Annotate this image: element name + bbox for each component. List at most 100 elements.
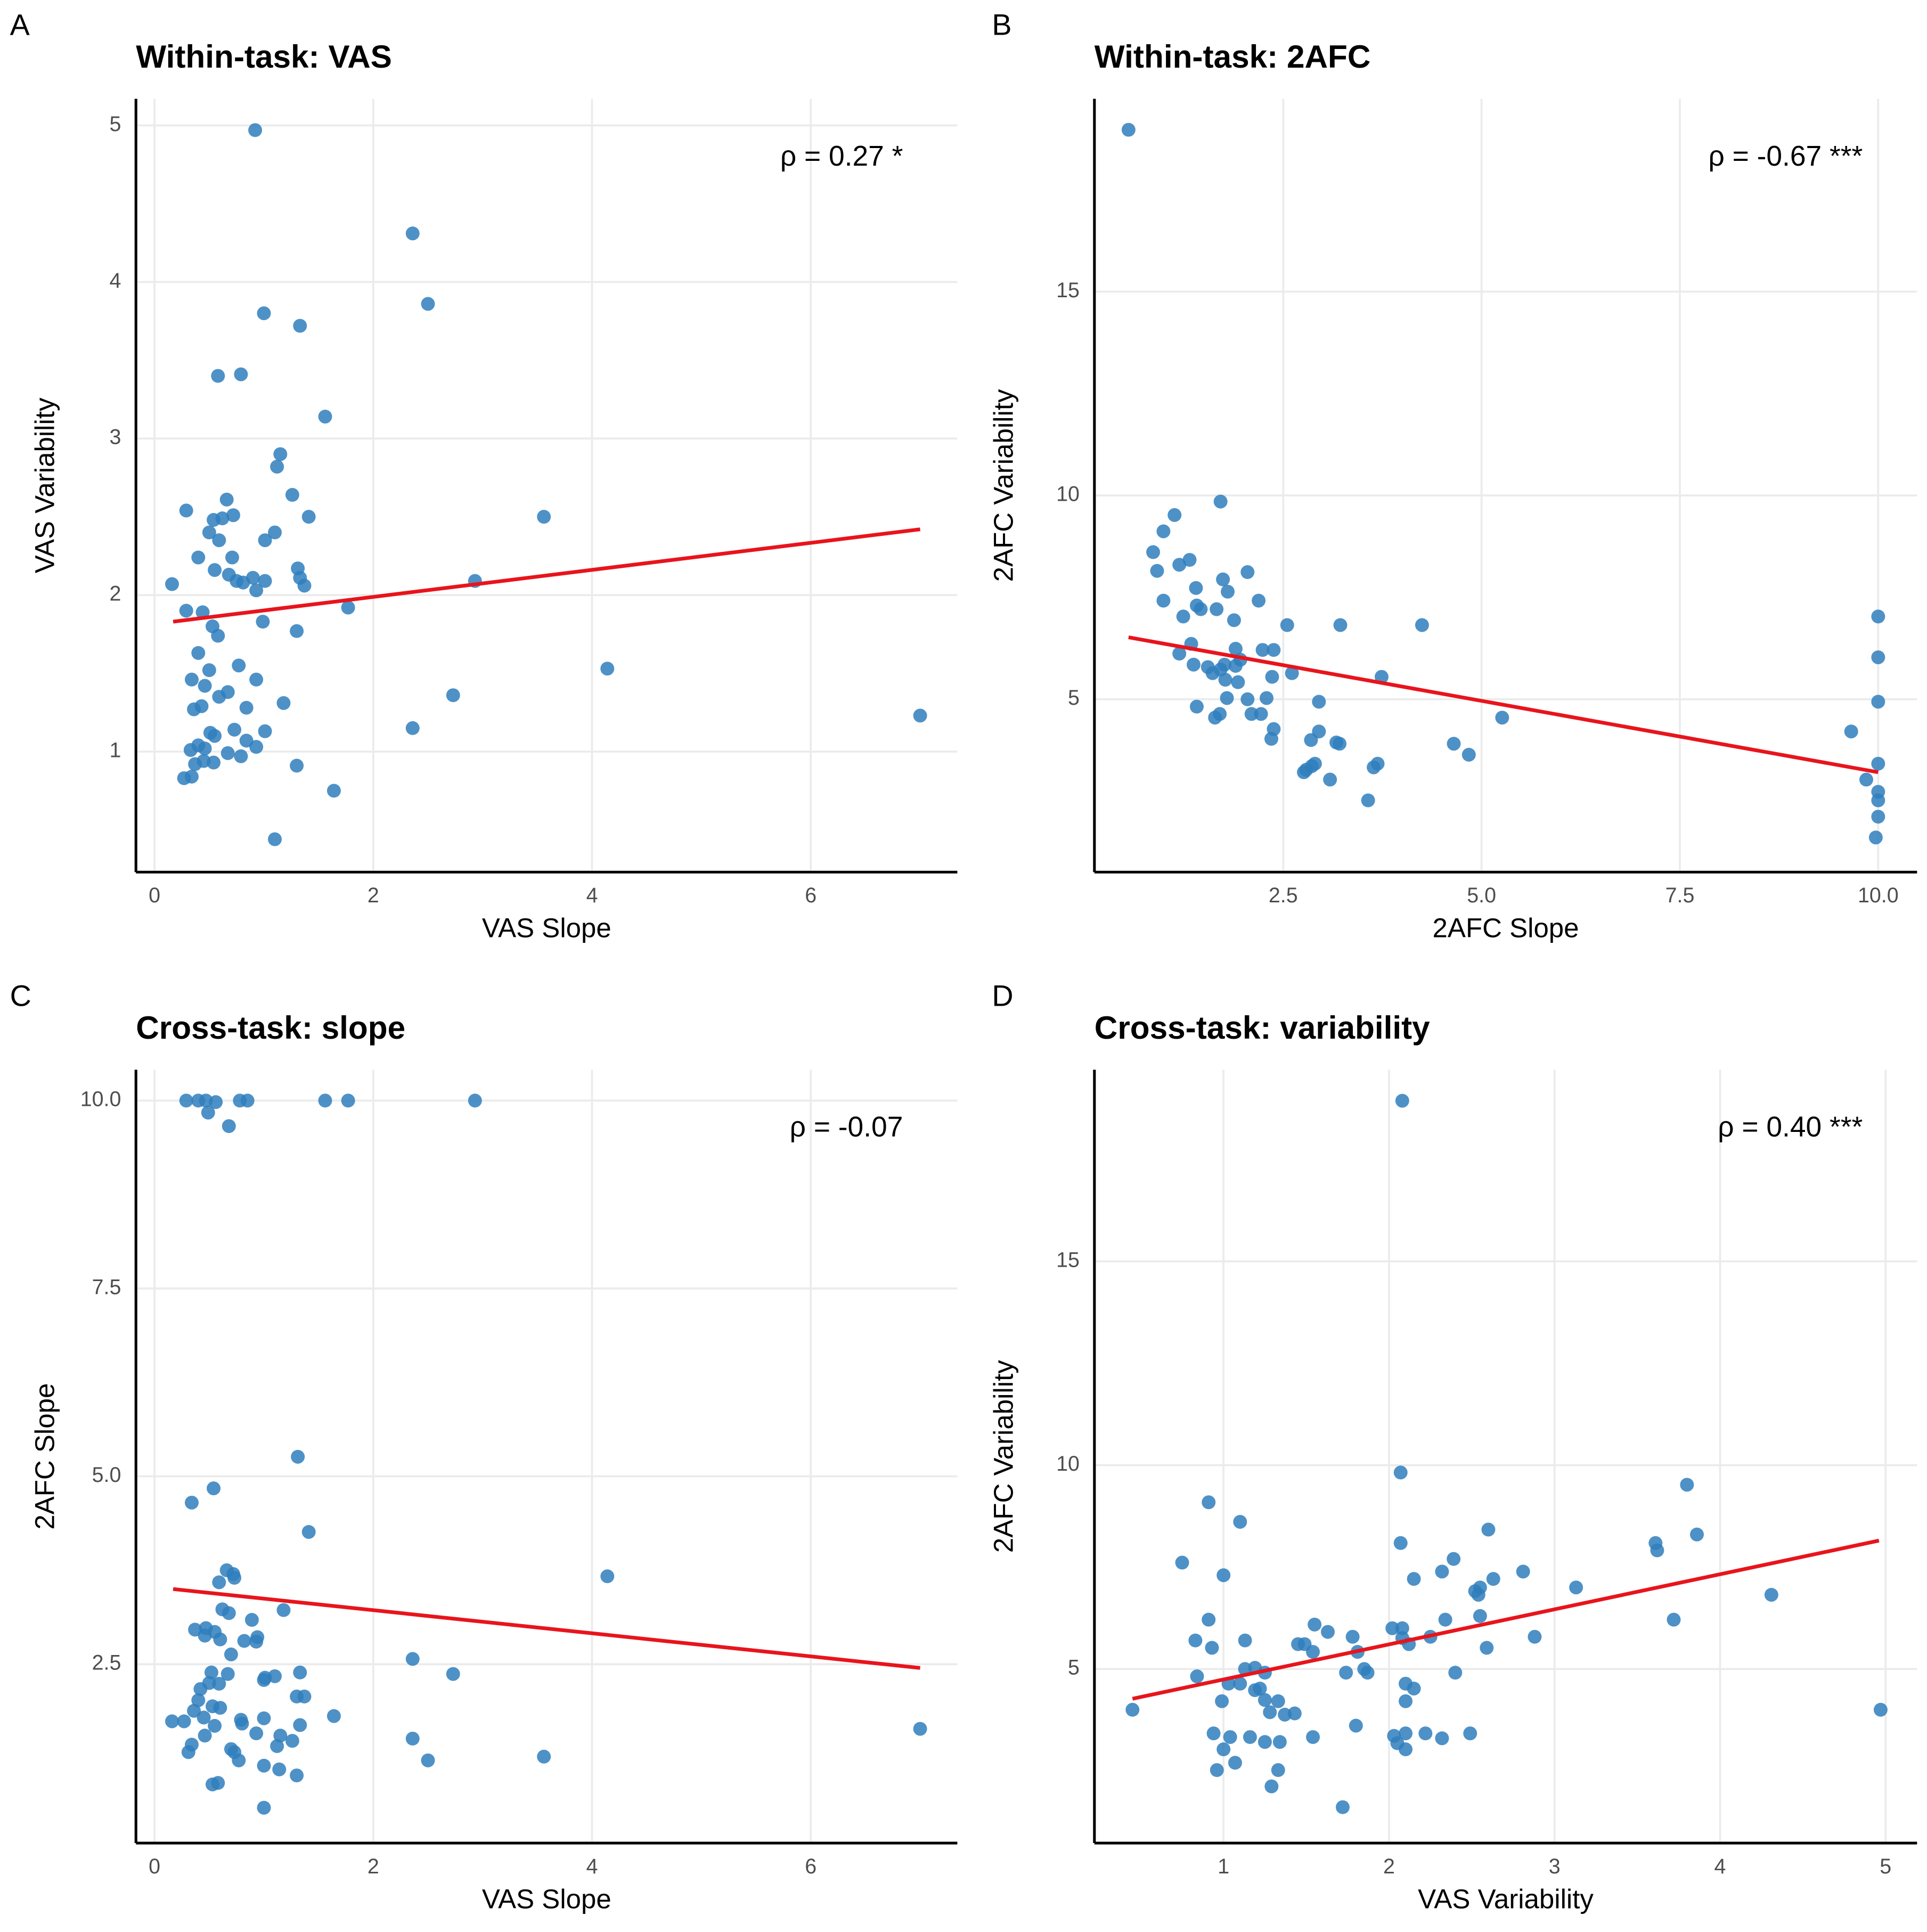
- data-point: [297, 1689, 312, 1703]
- data-point: [187, 1703, 201, 1718]
- data-point: [1206, 1726, 1221, 1741]
- data-point: [1495, 711, 1509, 725]
- data-point: [257, 1711, 271, 1725]
- data-point: [234, 367, 248, 381]
- data-point: [1367, 760, 1381, 775]
- data-point: [1569, 1580, 1583, 1595]
- y-tick-label: 10.0: [80, 1088, 121, 1111]
- data-point: [184, 770, 199, 784]
- data-point: [913, 708, 927, 723]
- x-tick-label: 4: [586, 1855, 598, 1878]
- data-point: [1680, 1478, 1694, 1492]
- data-point: [1339, 1666, 1353, 1680]
- annotation: ρ = 0.27 *: [780, 141, 903, 172]
- data-point: [1210, 1763, 1224, 1778]
- data-point: [219, 492, 234, 507]
- panel-label: A: [10, 9, 30, 42]
- data-point: [1871, 810, 1885, 824]
- data-point: [405, 226, 420, 241]
- y-tick-label: 3: [109, 426, 121, 449]
- data-point: [297, 578, 312, 593]
- data-point: [1304, 733, 1318, 747]
- data-point: [1121, 123, 1136, 137]
- y-tick-label: 4: [109, 269, 121, 292]
- data-point: [211, 369, 225, 383]
- data-point: [235, 1716, 249, 1731]
- data-point: [1216, 1742, 1231, 1757]
- data-point: [1471, 1587, 1485, 1602]
- data-point: [1873, 1702, 1888, 1717]
- data-point: [1868, 830, 1883, 845]
- annotation: ρ = -0.07: [790, 1112, 903, 1143]
- data-point: [1202, 1495, 1216, 1510]
- data-point: [276, 1603, 291, 1617]
- data-point: [1415, 618, 1429, 632]
- data-point: [285, 488, 299, 502]
- data-point: [301, 1525, 316, 1539]
- x-tick-label: 4: [1714, 1855, 1726, 1878]
- data-point: [207, 755, 221, 770]
- data-point: [1240, 565, 1255, 579]
- data-point: [600, 1569, 615, 1584]
- data-point: [1264, 732, 1278, 746]
- data-point: [1399, 1726, 1413, 1741]
- data-point: [208, 1718, 222, 1733]
- data-point: [270, 1739, 284, 1754]
- data-point: [205, 1777, 219, 1791]
- x-tick-label: 2: [368, 884, 379, 907]
- data-point: [236, 575, 250, 590]
- trend-line: [173, 527, 921, 624]
- data-point: [1461, 747, 1476, 762]
- data-point: [1486, 1572, 1500, 1586]
- data-point: [1345, 1629, 1360, 1644]
- panel-label: D: [992, 979, 1013, 1012]
- data-point: [1871, 695, 1885, 709]
- data-point: [1167, 508, 1182, 522]
- data-point: [249, 583, 264, 598]
- data-point: [232, 658, 246, 673]
- data-point: [913, 1722, 927, 1736]
- data-point: [1125, 1702, 1140, 1717]
- data-point: [1172, 558, 1187, 572]
- data-point: [1260, 691, 1274, 705]
- data-point: [468, 1094, 482, 1108]
- data-point: [1238, 1633, 1252, 1648]
- data-point: [1280, 618, 1294, 632]
- data-point: [341, 600, 355, 615]
- data-point: [1333, 618, 1348, 632]
- data-point: [1255, 643, 1270, 657]
- data-point: [1264, 1779, 1279, 1794]
- y-axis-title: VAS Variability: [30, 397, 60, 573]
- data-point: [1859, 772, 1873, 787]
- data-point: [1218, 673, 1232, 687]
- data-point: [1395, 1094, 1409, 1108]
- data-point: [1156, 593, 1171, 608]
- trend-line: [1128, 635, 1879, 775]
- x-tick-label: 0: [149, 1855, 160, 1878]
- data-point: [1321, 1625, 1335, 1639]
- x-tick-label: 10.0: [1858, 884, 1899, 907]
- data-point: [1306, 1730, 1320, 1744]
- data-point: [285, 1734, 299, 1748]
- y-tick-label: 15: [1056, 1248, 1080, 1271]
- data-point: [257, 306, 271, 321]
- data-point: [1150, 564, 1164, 578]
- trend-line: [173, 1587, 920, 1670]
- data-point: [1407, 1682, 1421, 1695]
- chart-title: Cross-task: slope: [136, 1009, 405, 1046]
- data-point: [232, 1753, 246, 1767]
- data-point: [1252, 593, 1266, 608]
- data-point: [1407, 1572, 1421, 1586]
- chart-title: Within-task: VAS: [136, 38, 392, 75]
- data-point: [405, 1731, 420, 1746]
- data-point: [293, 1718, 307, 1732]
- data-point: [1435, 1731, 1449, 1746]
- y-tick-label: 5: [109, 112, 121, 136]
- data-point: [301, 510, 316, 524]
- data-point: [272, 1762, 287, 1776]
- data-point: [1172, 647, 1187, 661]
- data-point: [221, 746, 235, 760]
- data-point: [179, 604, 193, 618]
- data-point: [1233, 1676, 1247, 1691]
- data-point: [1385, 1621, 1400, 1635]
